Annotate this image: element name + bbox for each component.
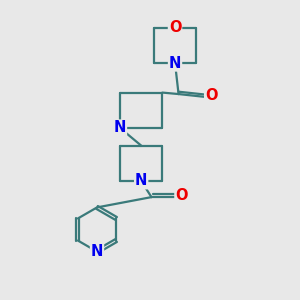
Text: O: O — [169, 20, 181, 35]
Text: O: O — [175, 188, 188, 203]
Text: N: N — [114, 120, 126, 135]
Text: N: N — [169, 56, 181, 70]
Text: N: N — [91, 244, 103, 259]
Text: O: O — [205, 88, 217, 103]
Text: N: N — [135, 173, 147, 188]
